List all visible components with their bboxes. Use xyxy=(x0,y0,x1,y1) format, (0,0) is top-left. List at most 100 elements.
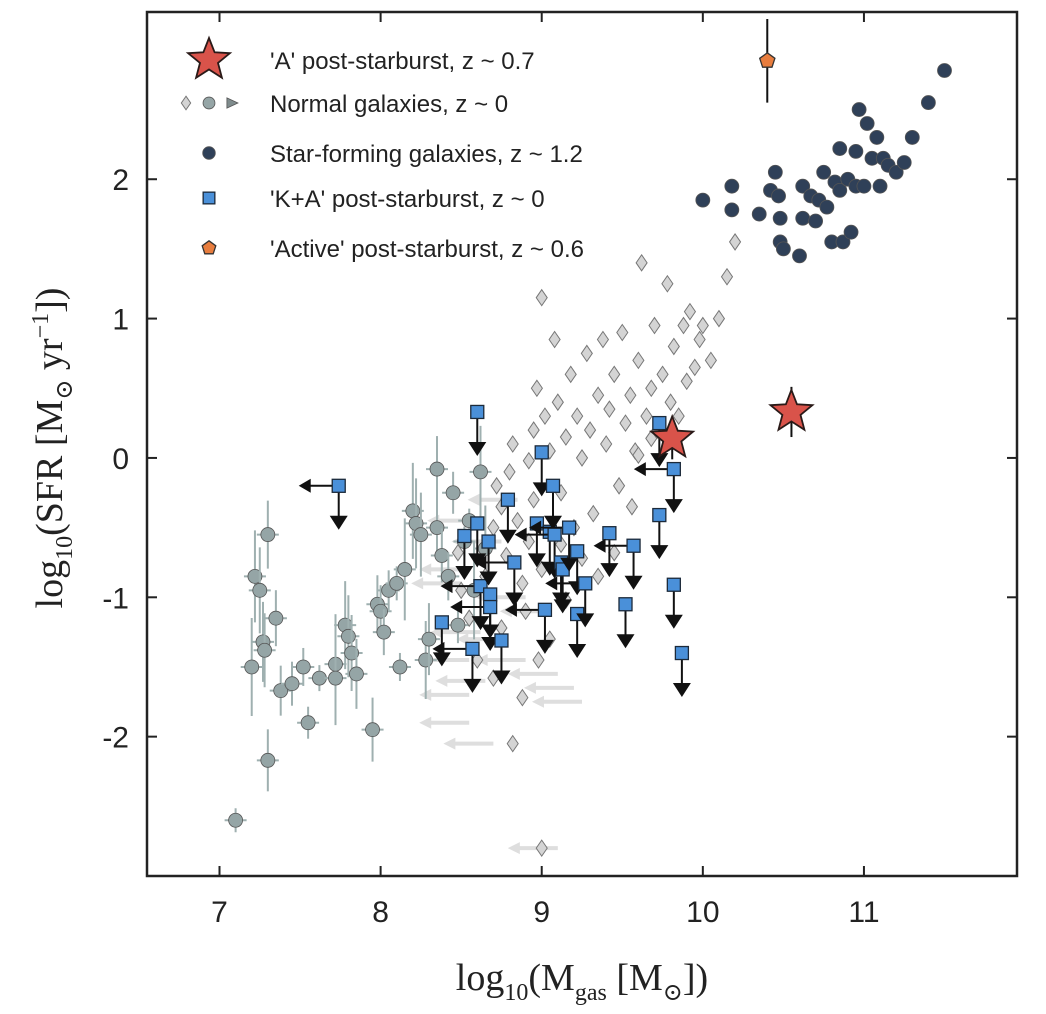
data-point xyxy=(530,379,543,398)
data-point xyxy=(570,544,585,559)
data-point xyxy=(666,461,681,477)
upper-limit-arrow-head xyxy=(329,515,348,530)
legend-marker-triangle xyxy=(226,97,239,109)
y-tick-label: -1 xyxy=(102,582,129,615)
upper-limit-arrow-head xyxy=(544,515,562,530)
data-point xyxy=(490,476,503,495)
data-point xyxy=(451,543,465,562)
data-point xyxy=(600,435,613,453)
data-point xyxy=(257,642,273,658)
data-point xyxy=(632,446,645,465)
faint-limit-arrow-head xyxy=(523,681,536,694)
data-point xyxy=(527,421,540,439)
left-limit-arrow-head xyxy=(474,555,487,570)
data-point xyxy=(652,415,667,431)
x-tick-label: 9 xyxy=(533,896,550,929)
data-point xyxy=(405,503,421,519)
data-point xyxy=(503,462,516,481)
legend-marker-circle xyxy=(202,96,216,110)
data-point xyxy=(896,155,912,170)
left-limit-arrow-head xyxy=(593,538,606,553)
data-point xyxy=(344,645,360,661)
data-point xyxy=(602,526,617,541)
data-point xyxy=(666,577,681,592)
data-point xyxy=(511,511,524,530)
data-point xyxy=(624,386,637,405)
legend-marker-square xyxy=(202,191,216,205)
data-point xyxy=(252,582,268,598)
data-point xyxy=(656,365,669,384)
data-point xyxy=(445,485,461,501)
data-point xyxy=(463,609,476,628)
x-tick-label: 8 xyxy=(372,896,389,929)
data-point xyxy=(664,393,677,412)
data-point xyxy=(848,143,864,159)
data-point xyxy=(561,520,577,535)
x-axis-label: log10(Mgas [M⊙]) xyxy=(456,957,708,1006)
series-0 xyxy=(648,386,815,460)
upper-limit-arrow-head xyxy=(672,683,691,698)
data-point xyxy=(580,344,593,363)
y-axis-label: log10(SFR [M⊙ yr−1]) xyxy=(28,288,78,609)
data-point xyxy=(340,628,356,644)
data-point xyxy=(300,715,316,731)
data-point xyxy=(260,752,276,768)
data-point xyxy=(392,659,408,675)
faint-limit-arrow-head xyxy=(467,493,480,506)
data-point xyxy=(421,631,437,647)
data-point xyxy=(832,182,848,198)
data-point xyxy=(465,641,480,657)
data-point xyxy=(268,610,284,626)
data-point xyxy=(244,659,260,675)
upper-limit-arrow-head xyxy=(576,613,595,628)
axes-frame xyxy=(145,10,1019,878)
upper-limit-arrow-head xyxy=(624,575,643,590)
data-point xyxy=(559,428,572,446)
data-point xyxy=(724,202,740,218)
series-3 xyxy=(298,404,691,698)
faint-limit-arrow-head xyxy=(419,716,432,729)
data-point xyxy=(888,164,904,180)
data-point xyxy=(260,527,276,542)
data-point xyxy=(365,722,380,738)
data-point xyxy=(625,497,639,516)
data-point xyxy=(795,210,811,226)
upper-limit-arrow-head xyxy=(498,529,517,544)
data-point xyxy=(519,602,532,621)
data-point xyxy=(429,461,445,477)
data-point xyxy=(596,330,610,349)
upper-limit-arrow-head xyxy=(664,614,683,629)
data-point xyxy=(771,188,786,204)
data-point xyxy=(284,676,300,692)
data-point xyxy=(506,435,519,453)
legend: 'A' post-starburst, z ~ 0.7 Normal galaxi… xyxy=(180,35,584,263)
upper-limit-arrow-head xyxy=(471,616,490,631)
upper-limit-arrow-head xyxy=(535,639,554,654)
faint-limit-arrow-head xyxy=(507,667,520,680)
faint-limit-arrow-head xyxy=(532,695,544,708)
data-point xyxy=(608,543,621,562)
data-point xyxy=(751,206,767,222)
series-2 xyxy=(695,63,952,264)
data-point xyxy=(587,504,600,523)
data-point xyxy=(516,688,529,707)
left-limit-arrow-head xyxy=(529,520,542,535)
data-point xyxy=(693,330,706,349)
data-point xyxy=(808,213,824,229)
data-point xyxy=(389,575,405,591)
data-point xyxy=(532,651,545,669)
upper-limit-arrow-head xyxy=(468,553,487,568)
faint-limit-arrow-head xyxy=(435,674,448,687)
data-point xyxy=(728,233,742,251)
data-point xyxy=(564,365,577,384)
data-point xyxy=(450,617,466,633)
legend-item: 'Active' post-starburst, z ~ 0.6 xyxy=(201,236,584,263)
y-tick-label: 1 xyxy=(112,304,129,337)
left-limit-arrow-head xyxy=(440,579,453,594)
data-point xyxy=(920,95,936,110)
faint-limit-arrow-head xyxy=(507,842,520,855)
data-point xyxy=(545,478,561,493)
data-point xyxy=(626,538,641,553)
left-limit-arrow-head xyxy=(514,527,527,542)
